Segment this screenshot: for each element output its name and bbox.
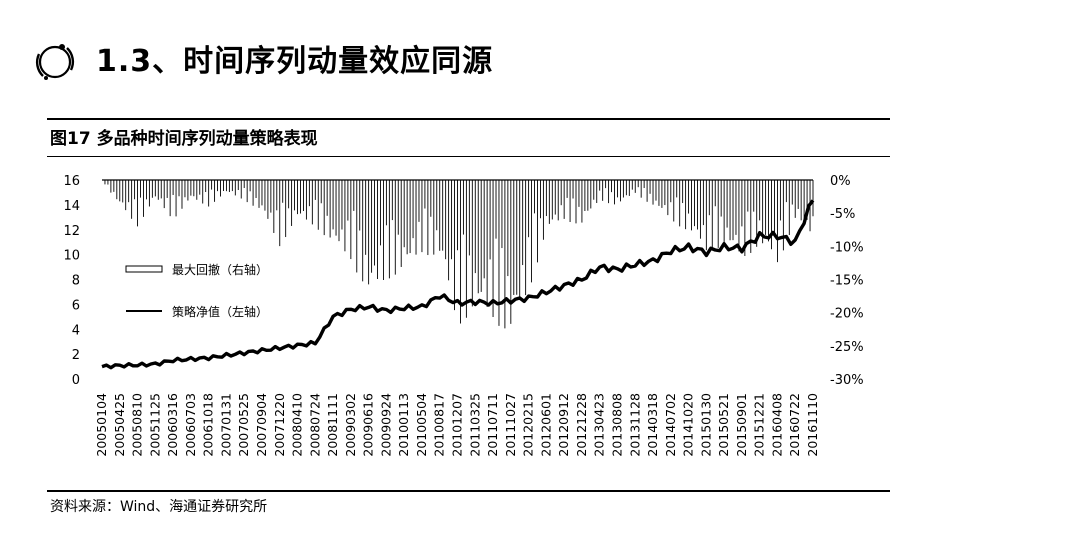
x-axis-date-label: 20050810 — [130, 393, 145, 457]
right-axis-tick-label: 0% — [830, 174, 851, 189]
left-axis-tick-label: 14 — [63, 199, 80, 214]
legend-drawdown-label: 最大回撤（右轴） — [172, 262, 268, 277]
x-axis-date-label: 20061018 — [201, 393, 216, 457]
left-axis-tick-label: 12 — [63, 224, 80, 239]
x-axis-date-label: 20051125 — [147, 393, 162, 457]
x-axis-date-label: 20071220 — [272, 393, 287, 457]
x-axis-date-label: 20140702 — [663, 393, 678, 457]
x-axis-date-label: 20081111 — [325, 393, 340, 457]
right-axis-tick-label: -5% — [830, 207, 855, 222]
left-axis-tick-label: 16 — [63, 174, 80, 189]
left-axis-tick-label: 4 — [72, 323, 80, 338]
chart: 0 2 4 6 8 10 12 14 16 0% -5% -10% -15% -20% -25% -30% 20… — [40, 165, 900, 465]
x-axis-date-label: 20090616 — [361, 393, 376, 457]
x-axis-date-label: 20060316 — [165, 393, 180, 457]
x-axis-date-label: 20101207 — [450, 393, 465, 457]
x-axis-date-label: 20070525 — [236, 393, 251, 457]
section-title: 1.3、时间序列动量效应同源 — [96, 40, 493, 84]
x-axis-date-label: 20110325 — [467, 393, 482, 457]
left-axis-tick-label: 0 — [72, 373, 80, 388]
x-axis-date-label: 20120601 — [538, 393, 553, 457]
x-axis-date-label: 20150521 — [716, 393, 731, 457]
x-axis-date-label: 20151221 — [752, 393, 767, 457]
x-axis-date-label: 20161110 — [805, 393, 820, 457]
x-axis-date-label: 20160408 — [769, 393, 784, 457]
right-axis-tick-label: -15% — [830, 274, 864, 289]
x-axis-date-label: 20080724 — [307, 393, 322, 457]
x-axis-date-label: 20121228 — [574, 393, 589, 457]
right-axis-tick-label: -25% — [830, 340, 864, 355]
x-axis-date-label: 20100504 — [414, 393, 429, 457]
figure-title-rule — [47, 156, 890, 157]
legend-nav-label: 策略净值（左轴） — [172, 304, 268, 319]
figure-bottom-rule — [47, 490, 890, 492]
x-axis-date-label: 20100817 — [432, 393, 447, 457]
x-axis-date-label: 20150130 — [698, 393, 713, 457]
x-axis-date-label: 20160722 — [787, 393, 802, 457]
x-axis-date-label: 20090302 — [343, 393, 358, 457]
x-axis-date-label: 20150901 — [734, 393, 749, 457]
x-axis-date-label: 20070904 — [254, 393, 269, 457]
left-axis-tick-label: 6 — [72, 298, 80, 313]
right-axis-tick-label: -20% — [830, 307, 864, 322]
left-axis-tick-label: 8 — [72, 274, 80, 289]
legend-drawdown-swatch — [126, 266, 162, 272]
x-axis-date-label: 20100113 — [396, 393, 411, 457]
right-axis-tick-label: -10% — [830, 240, 864, 255]
x-axis-date-label: 20141020 — [681, 393, 696, 457]
orbit-circle-icon — [33, 40, 77, 84]
left-axis-tick-label: 10 — [63, 249, 80, 264]
x-axis-date-label: 20050104 — [94, 393, 109, 457]
left-axis-tick-label: 2 — [72, 348, 80, 363]
x-axis-date-label: 20130423 — [592, 393, 607, 457]
right-axis-tick-label: -30% — [830, 373, 864, 388]
x-axis-date-label: 20070131 — [218, 393, 233, 457]
figure-title: 图17 多品种时间序列动量策略表现 — [50, 128, 318, 150]
x-axis-date-label: 20131128 — [627, 393, 642, 457]
x-axis-date-label: 20060703 — [183, 393, 198, 457]
x-axis-date-label: 20120912 — [556, 393, 571, 457]
x-axis-date-label: 20050425 — [112, 393, 127, 457]
figure-top-rule — [47, 118, 890, 120]
x-axis-date-label: 20140318 — [645, 393, 660, 457]
x-axis-date-label: 20110711 — [485, 393, 500, 457]
x-axis-date-label: 20090924 — [378, 393, 393, 457]
x-axis-date-label: 20120215 — [521, 393, 536, 457]
x-axis-date-label: 20111027 — [503, 393, 518, 457]
x-axis-date-label: 20080410 — [290, 393, 305, 457]
x-axis-date-label: 20130808 — [609, 393, 624, 457]
figure-source: 资料来源：Wind、海通证券研究所 — [50, 497, 267, 517]
